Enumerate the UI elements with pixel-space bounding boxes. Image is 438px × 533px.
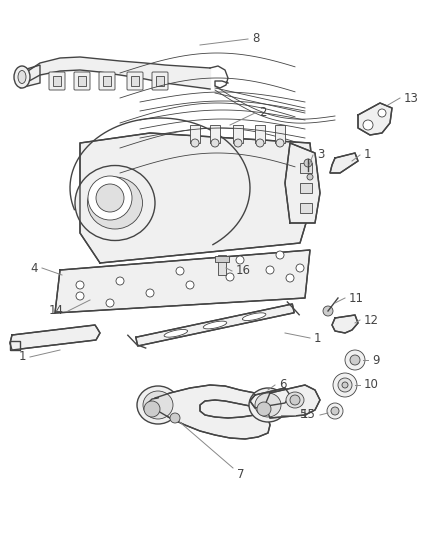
Text: 5: 5 [299,408,306,422]
Polygon shape [332,315,358,333]
Circle shape [363,120,373,130]
Circle shape [276,139,284,147]
Polygon shape [330,153,358,173]
Ellipse shape [164,329,187,337]
Ellipse shape [137,386,179,424]
Circle shape [256,139,264,147]
Ellipse shape [18,70,26,84]
Circle shape [76,292,84,300]
Circle shape [234,139,242,147]
Polygon shape [10,325,100,350]
Polygon shape [10,341,20,350]
Text: 1: 1 [314,332,321,344]
Circle shape [226,273,234,281]
FancyBboxPatch shape [74,72,90,90]
Ellipse shape [75,166,155,240]
Bar [300,183,312,193]
Polygon shape [265,385,320,418]
Ellipse shape [203,321,227,329]
Circle shape [345,350,365,370]
Circle shape [350,355,360,365]
Text: 16: 16 [236,264,251,278]
Bar [255,125,265,143]
Polygon shape [358,103,392,135]
FancyBboxPatch shape [127,72,143,90]
Circle shape [331,407,339,415]
Text: 10: 10 [364,378,379,392]
Ellipse shape [255,393,281,417]
Bar [131,76,139,86]
Circle shape [146,289,154,297]
Circle shape [211,139,219,147]
Circle shape [170,413,180,423]
Ellipse shape [143,391,173,419]
Polygon shape [148,385,270,439]
FancyBboxPatch shape [152,72,168,90]
Text: 9: 9 [372,353,379,367]
Circle shape [338,378,352,392]
Text: 8: 8 [252,33,259,45]
Bar [275,125,285,143]
Circle shape [236,256,244,264]
Circle shape [191,139,199,147]
Text: 6: 6 [279,378,286,392]
Polygon shape [20,65,40,88]
Circle shape [304,159,312,167]
Text: 15: 15 [301,408,316,422]
Ellipse shape [290,395,300,405]
Bar [190,125,200,143]
Text: 12: 12 [364,313,379,327]
Text: 1: 1 [364,149,371,161]
Bar [210,125,220,143]
Text: 1: 1 [18,351,26,364]
Circle shape [116,277,124,285]
Bar [218,255,226,275]
Polygon shape [136,304,294,346]
Bar [300,163,312,173]
Bar [300,203,312,213]
Bar [156,76,164,86]
Ellipse shape [14,66,30,88]
Polygon shape [80,133,315,263]
Circle shape [186,281,194,289]
Text: 11: 11 [349,292,364,304]
FancyBboxPatch shape [49,72,65,90]
Bar [233,125,243,143]
Circle shape [307,174,313,180]
Polygon shape [285,143,320,223]
Text: 4: 4 [31,262,38,274]
Ellipse shape [249,388,287,422]
Bar [53,76,61,86]
Circle shape [342,382,348,388]
Text: 3: 3 [317,149,325,161]
Ellipse shape [242,313,266,320]
Ellipse shape [88,177,142,229]
Circle shape [323,306,333,316]
Circle shape [327,403,343,419]
Bar [103,76,111,86]
Circle shape [88,176,132,220]
Circle shape [296,264,304,272]
FancyBboxPatch shape [99,72,115,90]
Ellipse shape [286,392,304,408]
Circle shape [276,251,284,259]
Polygon shape [250,388,290,408]
Circle shape [257,402,271,416]
Bar [215,256,229,262]
Circle shape [266,266,274,274]
Polygon shape [55,250,310,313]
Bar [78,76,86,86]
Circle shape [96,184,124,212]
Circle shape [144,401,160,417]
Circle shape [378,109,386,117]
Text: 13: 13 [404,92,419,104]
Circle shape [286,274,294,282]
Circle shape [106,299,114,307]
Text: 14: 14 [49,304,64,318]
Circle shape [76,281,84,289]
Circle shape [333,373,357,397]
Text: 2: 2 [259,107,266,119]
Text: 7: 7 [237,469,244,481]
Circle shape [176,267,184,275]
